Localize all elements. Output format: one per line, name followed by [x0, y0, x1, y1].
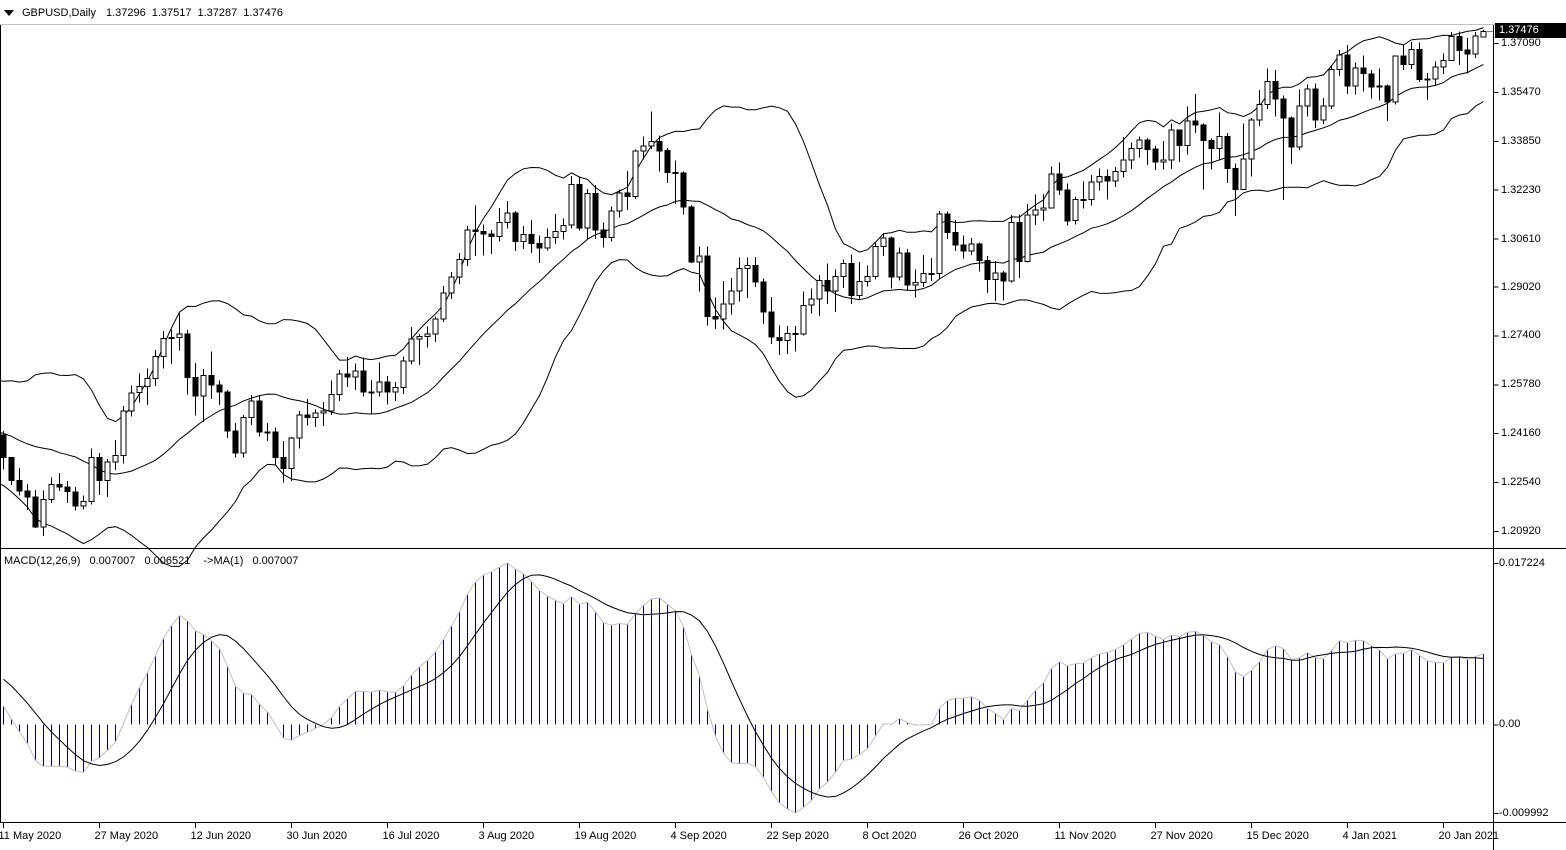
macd-current-value: 0.007007 — [89, 555, 136, 567]
macd-name: MACD(12,26,9) — [4, 555, 81, 567]
date-axis-label: 3 Aug 2020 — [478, 830, 535, 842]
current-price-tag: 1.37476 — [1495, 23, 1566, 39]
date-axis-label: 27 Nov 2020 — [1150, 830, 1213, 842]
price-axis-label: 1.22540 — [1501, 476, 1541, 489]
date-axis-label: 27 May 2020 — [94, 830, 159, 842]
date-axis-label: 19 Aug 2020 — [574, 830, 637, 842]
price-axis-label: 1.24160 — [1501, 427, 1541, 440]
price-axis-label: 1.32230 — [1501, 183, 1541, 196]
macd-axis-label: -0.009992 — [1499, 807, 1549, 819]
date-axis-label: 11 Nov 2020 — [1054, 830, 1117, 842]
symbol-period-label: GBPUSD,Daily — [22, 7, 96, 19]
open-value: 1.37296 — [105, 7, 146, 19]
price-axis-label: 1.20920 — [1501, 525, 1541, 537]
date-axis-label: 20 Jan 2021 — [1438, 830, 1500, 842]
chart-title: GBPUSD,Daily 1.37296 1.37517 1.37287 1.3… — [4, 5, 289, 21]
chart-dropdown-icon[interactable] — [4, 10, 14, 16]
date-axis-label: 15 Dec 2020 — [1246, 830, 1309, 842]
price-axis-label: 1.35470 — [1501, 85, 1541, 98]
date-axis-label: 30 Jun 2020 — [286, 830, 348, 842]
macd-ma-label: ->MA(1) — [203, 555, 244, 567]
close-value: 1.37476 — [243, 7, 284, 19]
price-axis-label: 1.25780 — [1501, 378, 1541, 391]
date-axis-label: 12 Jun 2020 — [190, 830, 252, 842]
price-axis-label: 1.29020 — [1501, 280, 1541, 293]
macd-signal-value: 0.006521 — [144, 555, 191, 567]
date-axis-label: 4 Sep 2020 — [670, 830, 727, 842]
macd-axis-label: 0.017224 — [1499, 557, 1545, 569]
macd-ma-value: 0.007007 — [252, 555, 299, 567]
price-axis-label: 1.33850 — [1501, 134, 1541, 147]
date-axis-label: 4 Jan 2021 — [1342, 830, 1397, 842]
high-value: 1.37517 — [151, 7, 192, 19]
macd-axis-label: 0.00 — [1499, 718, 1521, 731]
date-axis-label: 8 Oct 2020 — [862, 830, 917, 842]
date-axis-label: 16 Jul 2020 — [382, 830, 440, 842]
price-axis-label: 1.27400 — [1501, 329, 1541, 342]
date-axis-label: 11 May 2020 — [0, 830, 62, 842]
price-axis-label: 1.37090 — [1501, 37, 1541, 49]
date-axis-label: 26 Oct 2020 — [958, 830, 1019, 842]
price-axis-label: 1.30610 — [1501, 232, 1541, 245]
date-axis-label: 22 Sep 2020 — [766, 830, 829, 842]
low-value: 1.37287 — [197, 7, 238, 19]
macd-indicator-label: MACD(12,26,9) 0.007007 0.006521 ->MA(1) … — [4, 555, 304, 567]
